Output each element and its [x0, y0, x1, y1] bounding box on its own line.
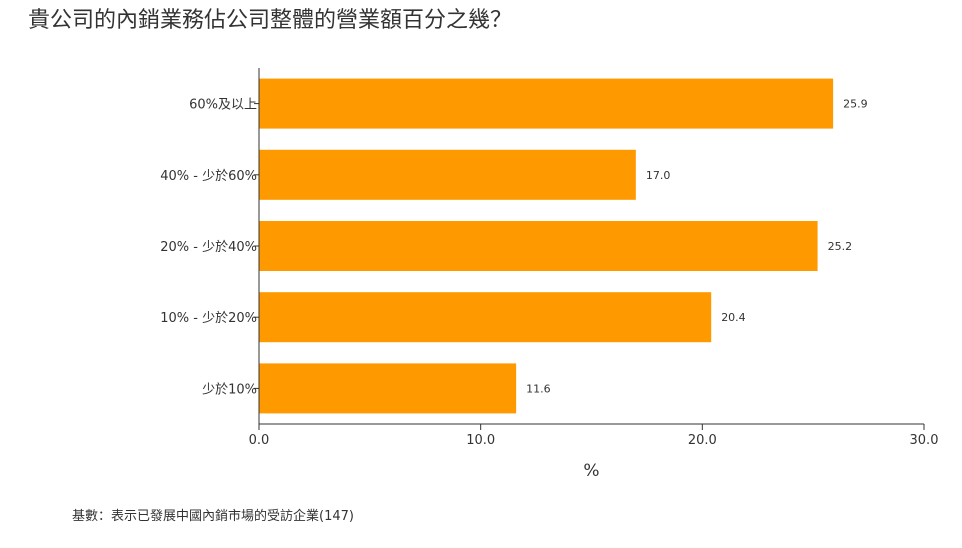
value-label-1: 17.0	[646, 169, 671, 182]
bar-2	[259, 221, 818, 271]
category-label-1: 40% - 少於60%	[160, 168, 257, 184]
value-label-3: 20.4	[721, 311, 746, 324]
category-label-2: 20% - 少於40%	[160, 239, 257, 255]
category-label-3: 10% - 少於20%	[160, 310, 257, 326]
chart-title: 貴公司的內銷業務佔公司整體的營業額百分之幾？	[28, 8, 513, 33]
value-label-4: 11.6	[526, 382, 551, 395]
footnote: 基數：表示已發展中國內銷市場的受訪企業(147)	[72, 509, 354, 524]
x-tick-label-0: 0.0	[249, 433, 270, 448]
category-label-4: 少於10%	[202, 381, 257, 397]
bar-1	[259, 149, 636, 200]
x-axis-title: %	[583, 461, 599, 481]
bars-layer: 25.9 17.0 25.2 20.4 11.6	[259, 78, 868, 414]
x-tick-label-1: 10.0	[466, 433, 495, 448]
x-tick-label-2: 20.0	[688, 433, 717, 448]
axes-layer: 60%及以上 40% - 少於60% 20% - 少於40% 10% - 少於20% 少…	[160, 68, 938, 448]
value-label-0: 25.9	[843, 98, 868, 111]
bar-3	[259, 292, 712, 343]
value-label-2: 25.2	[828, 240, 853, 253]
bar-0	[259, 78, 834, 129]
x-tick-label-3: 30.0	[910, 433, 939, 448]
category-label-0: 60%及以上	[189, 98, 257, 113]
bar-4	[259, 363, 517, 414]
